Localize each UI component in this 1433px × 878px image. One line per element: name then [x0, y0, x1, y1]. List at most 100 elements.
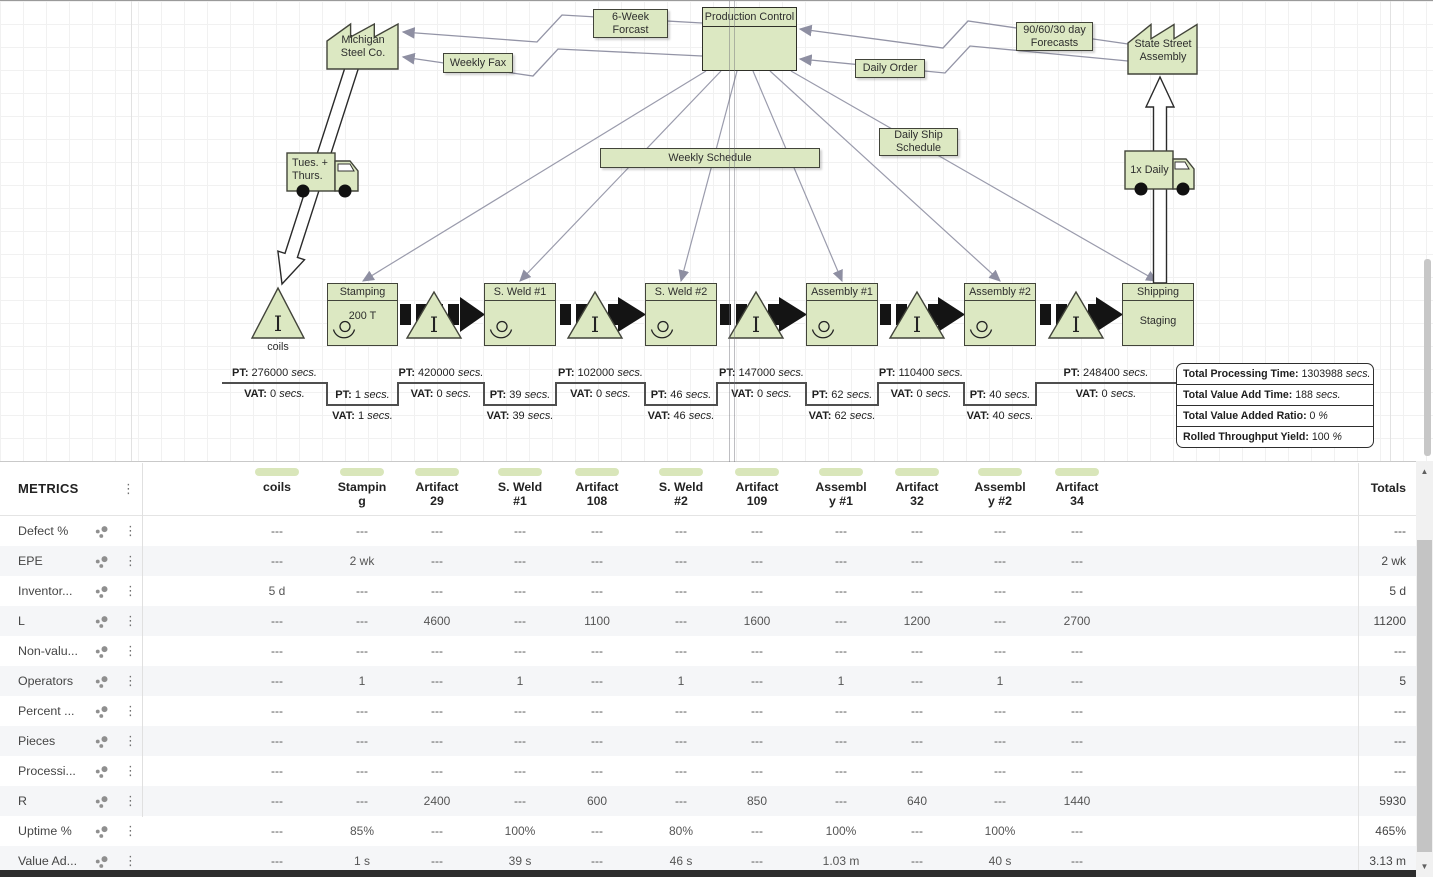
metric-cell[interactable]: --- — [994, 614, 1006, 628]
bottom-scrollbar-strip[interactable] — [0, 870, 1416, 877]
metric-cell[interactable]: --- — [675, 794, 687, 808]
process-box-s-weld-1[interactable]: S. Weld #1 — [484, 283, 556, 346]
metric-cell[interactable]: --- — [514, 734, 526, 748]
metric-cell[interactable]: --- — [1071, 554, 1083, 568]
scatter-chart-icon[interactable] — [94, 794, 109, 809]
scatter-chart-icon[interactable] — [94, 524, 109, 539]
row-menu-icon[interactable]: ⋮ — [124, 523, 137, 538]
row-menu-icon[interactable]: ⋮ — [124, 613, 137, 628]
inventory-triangle[interactable] — [727, 290, 785, 339]
metric-cell[interactable]: --- — [514, 764, 526, 778]
process-box-stamping[interactable]: Stamping 200 T — [327, 283, 398, 346]
metric-cell[interactable]: --- — [835, 704, 847, 718]
metric-cell[interactable]: --- — [994, 734, 1006, 748]
metric-cell[interactable]: --- — [675, 524, 687, 538]
scatter-chart-icon[interactable] — [94, 854, 109, 869]
metric-cell[interactable]: 46 s — [669, 854, 693, 868]
metric-cell[interactable]: --- — [431, 764, 443, 778]
metric-cell[interactable]: --- — [271, 554, 283, 568]
metric-cell[interactable]: 100% — [984, 824, 1016, 838]
metric-cell[interactable]: 4600 — [423, 614, 451, 628]
metric-cell[interactable]: --- — [514, 584, 526, 598]
row-menu-icon[interactable]: ⋮ — [124, 853, 137, 868]
metric-cell[interactable]: --- — [1071, 524, 1083, 538]
metric-cell[interactable]: --- — [431, 704, 443, 718]
metric-cell[interactable]: --- — [1071, 734, 1083, 748]
metric-cell[interactable]: --- — [271, 764, 283, 778]
metric-cell[interactable]: --- — [514, 524, 526, 538]
process-box-shipping[interactable]: Shipping Staging — [1122, 283, 1194, 346]
metric-cell[interactable]: --- — [911, 584, 923, 598]
metric-cell[interactable]: --- — [994, 794, 1006, 808]
metric-cell[interactable]: --- — [431, 584, 443, 598]
metric-cell[interactable]: 5 d — [268, 584, 286, 598]
metric-cell[interactable]: --- — [1071, 674, 1083, 688]
metric-cell[interactable]: --- — [751, 524, 763, 538]
metric-cell[interactable]: --- — [994, 764, 1006, 778]
row-menu-icon[interactable]: ⋮ — [124, 643, 137, 658]
metric-cell[interactable]: 100% — [504, 824, 536, 838]
metric-cell[interactable]: --- — [431, 554, 443, 568]
metric-cell[interactable]: 640 — [906, 794, 928, 808]
metric-cell[interactable]: --- — [431, 854, 443, 868]
metric-cell[interactable]: 1 — [358, 674, 366, 688]
metric-cell[interactable]: 1 — [837, 674, 845, 688]
vsm-canvas[interactable]: I I I I I I Michigan Steel Co. State — [0, 0, 1433, 462]
metric-cell[interactable]: --- — [751, 854, 763, 868]
metric-cell[interactable]: --- — [675, 764, 687, 778]
metric-cell[interactable]: --- — [1071, 824, 1083, 838]
metric-cell[interactable]: --- — [751, 704, 763, 718]
metric-cell[interactable]: --- — [994, 554, 1006, 568]
production-control-box[interactable]: Production Control — [702, 7, 797, 71]
metric-cell[interactable]: --- — [591, 824, 603, 838]
metric-cell[interactable]: --- — [994, 524, 1006, 538]
process-box-assembly-2[interactable]: Assembly #2 — [964, 283, 1036, 346]
metric-cell[interactable]: --- — [591, 584, 603, 598]
metric-cell[interactable]: --- — [591, 854, 603, 868]
metric-cell[interactable]: --- — [751, 674, 763, 688]
scatter-chart-icon[interactable] — [94, 554, 109, 569]
row-menu-icon[interactable]: ⋮ — [124, 823, 137, 838]
table-menu-icon[interactable]: ⋮ — [122, 481, 135, 496]
row-menu-icon[interactable]: ⋮ — [124, 703, 137, 718]
info-box-daily-ship-schedule[interactable]: Daily Ship Schedule — [879, 128, 958, 156]
metric-cell[interactable]: --- — [911, 734, 923, 748]
metric-cell[interactable]: 40 s — [988, 854, 1012, 868]
inventory-triangle[interactable] — [888, 290, 946, 339]
metric-cell[interactable]: 600 — [586, 794, 608, 808]
metric-cell[interactable]: --- — [835, 644, 847, 658]
metric-cell[interactable]: --- — [1071, 764, 1083, 778]
metric-cell[interactable]: --- — [514, 614, 526, 628]
process-box-assembly-1[interactable]: Assembly #1 — [806, 283, 878, 346]
metric-cell[interactable]: --- — [1071, 584, 1083, 598]
truck-icon[interactable] — [286, 152, 359, 198]
inventory-triangle[interactable] — [566, 290, 624, 339]
info-box-90-60-30-forecasts[interactable]: 90/60/30 day Forecasts — [1016, 22, 1093, 51]
metric-cell[interactable]: --- — [431, 524, 443, 538]
scatter-chart-icon[interactable] — [94, 674, 109, 689]
metric-cell[interactable]: 2400 — [423, 794, 451, 808]
metric-cell[interactable]: --- — [675, 584, 687, 598]
scatter-chart-icon[interactable] — [94, 824, 109, 839]
metric-cell[interactable]: --- — [835, 734, 847, 748]
metric-cell[interactable]: --- — [911, 824, 923, 838]
metric-cell[interactable]: --- — [591, 674, 603, 688]
metric-cell[interactable]: --- — [356, 764, 368, 778]
supplier-factory-icon[interactable] — [326, 22, 399, 70]
metric-cell[interactable]: --- — [911, 644, 923, 658]
metric-cell[interactable]: 1 — [996, 674, 1004, 688]
metric-cell[interactable]: 1 — [677, 674, 685, 688]
metric-cell[interactable]: --- — [591, 644, 603, 658]
metric-cell[interactable]: --- — [431, 734, 443, 748]
info-box-weekly-fax[interactable]: Weekly Fax — [443, 53, 513, 73]
metric-cell[interactable]: --- — [675, 704, 687, 718]
metric-cell[interactable]: --- — [835, 794, 847, 808]
metric-cell[interactable]: --- — [911, 524, 923, 538]
metric-cell[interactable]: --- — [514, 704, 526, 718]
metric-cell[interactable]: --- — [431, 644, 443, 658]
metric-cell[interactable]: --- — [835, 554, 847, 568]
metric-cell[interactable]: --- — [356, 524, 368, 538]
process-box-s-weld-2[interactable]: S. Weld #2 — [645, 283, 717, 346]
metric-cell[interactable]: --- — [911, 554, 923, 568]
truck-icon[interactable] — [1124, 150, 1195, 196]
